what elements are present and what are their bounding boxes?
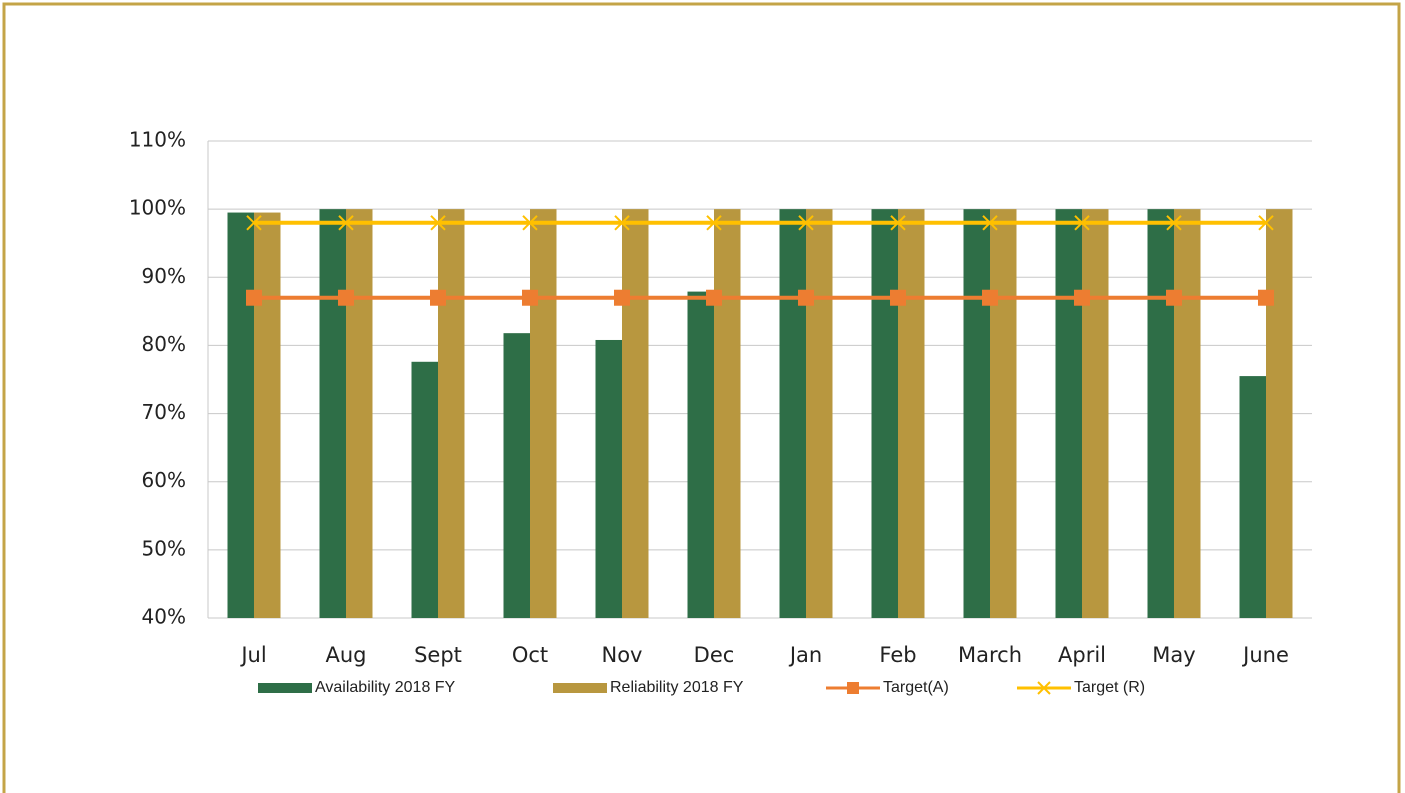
- x-tick-label: Jul: [239, 643, 266, 667]
- marker: [1258, 215, 1274, 231]
- bar: [779, 209, 806, 618]
- legend-label: Target(A): [883, 679, 949, 696]
- bar: [1239, 376, 1266, 618]
- marker: [798, 289, 814, 306]
- bar: [1082, 209, 1109, 618]
- x-tick-label: Sept: [414, 643, 462, 667]
- y-tick-label: 40%: [142, 605, 186, 629]
- bar: [806, 209, 833, 618]
- marker: [890, 289, 906, 306]
- marker: [982, 289, 998, 306]
- marker: [1166, 215, 1182, 231]
- marker: [982, 215, 998, 231]
- x-tick-label: May: [1152, 643, 1195, 667]
- marker: [614, 215, 630, 231]
- marker: [430, 289, 446, 306]
- bar: [898, 209, 925, 618]
- legend-marker: [847, 682, 859, 694]
- marker: [1166, 289, 1182, 306]
- x-tick-label: Aug: [325, 643, 366, 667]
- marker: [338, 215, 354, 231]
- x-tick-label: Nov: [602, 643, 643, 667]
- bar: [1055, 209, 1082, 618]
- bar: [438, 209, 465, 618]
- legend-label: Reliability 2018 FY: [610, 679, 744, 696]
- y-tick-label: 70%: [142, 400, 186, 424]
- y-tick-label: 100%: [129, 196, 186, 220]
- bar: [990, 209, 1017, 618]
- bar: [963, 209, 990, 618]
- marker: [246, 289, 262, 306]
- marker: [338, 289, 354, 306]
- marker: [430, 215, 446, 231]
- bar: [714, 209, 741, 618]
- marker: [246, 215, 262, 231]
- marker: [706, 289, 722, 306]
- marker: [1258, 289, 1274, 306]
- x-tick-label: April: [1058, 643, 1106, 667]
- marker: [798, 215, 814, 231]
- bar: [1266, 209, 1293, 618]
- y-tick-label: 50%: [142, 536, 186, 560]
- marker: [890, 215, 906, 231]
- bar: [1174, 209, 1201, 618]
- y-tick-label: 110%: [129, 128, 186, 152]
- marker: [614, 289, 630, 306]
- x-tick-label: June: [1241, 643, 1289, 667]
- y-tick-label: 80%: [142, 332, 186, 356]
- bar: [871, 209, 898, 618]
- bar: [1147, 209, 1174, 618]
- marker: [522, 289, 538, 306]
- bar: [503, 333, 530, 618]
- x-tick-label: Feb: [879, 643, 916, 667]
- bar: [319, 209, 346, 618]
- legend-label: Availability 2018 FY: [315, 679, 456, 696]
- bar: [346, 209, 373, 618]
- marker: [1074, 289, 1090, 306]
- legend-swatch: [258, 683, 312, 693]
- x-tick-label: Jan: [788, 643, 822, 667]
- marker: [706, 215, 722, 231]
- bar: [687, 291, 714, 618]
- bar: [530, 209, 557, 618]
- bar: [622, 209, 649, 618]
- x-tick-label: Oct: [512, 643, 548, 667]
- marker: [522, 215, 538, 231]
- y-tick-label: 60%: [142, 468, 186, 492]
- legend-swatch: [553, 683, 607, 693]
- x-tick-label: Dec: [694, 643, 735, 667]
- bar: [227, 212, 254, 619]
- bar: [411, 361, 438, 618]
- x-tick-label: March: [958, 643, 1022, 667]
- marker: [1074, 215, 1090, 231]
- legend-marker: [1037, 681, 1051, 695]
- legend-label: Target (R): [1074, 679, 1145, 696]
- bar: [254, 212, 281, 619]
- y-tick-label: 90%: [142, 264, 186, 288]
- bar: [595, 339, 622, 618]
